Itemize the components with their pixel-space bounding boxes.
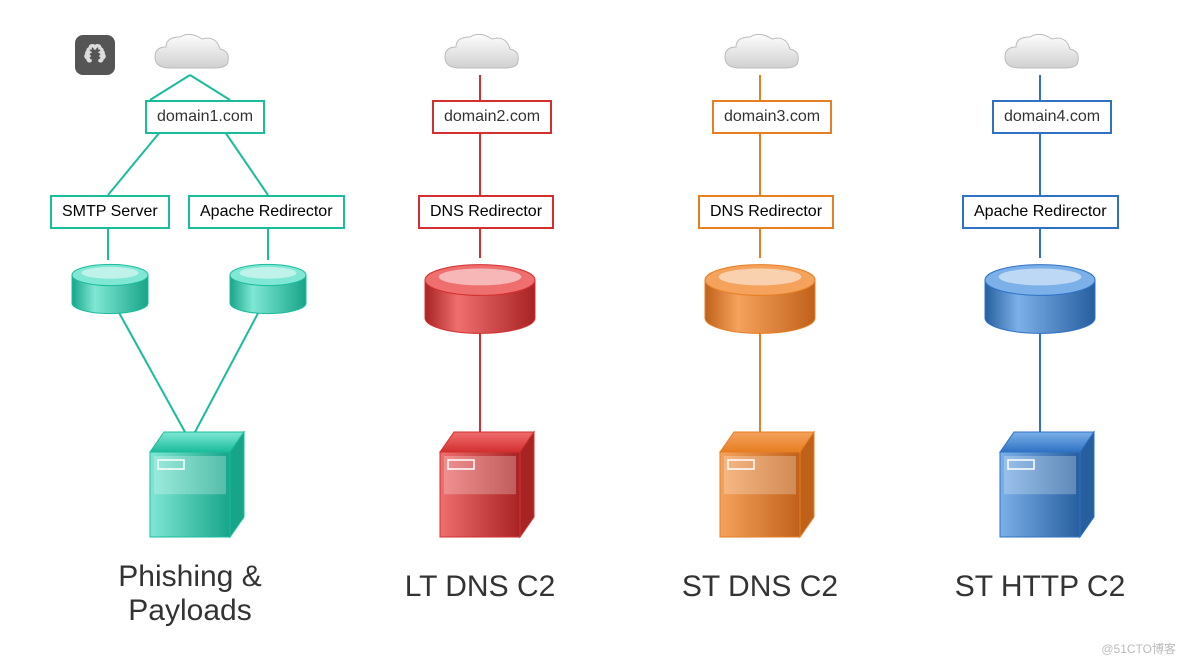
domain-box-lt-dns: domain2.com bbox=[432, 100, 552, 134]
watermark: @51CTO博客 bbox=[1101, 640, 1176, 657]
diagram-stage: { "canvas": { "width": 1184, "height": 6… bbox=[0, 0, 1184, 661]
redirector-box-st-http-0: Apache Redirector bbox=[962, 195, 1119, 229]
domain-box-st-dns: domain3.com bbox=[712, 100, 832, 134]
domain-box-st-http: domain4.com bbox=[992, 100, 1112, 134]
redirector-box-phishing-1: Apache Redirector bbox=[188, 195, 345, 229]
column-title-phishing: Phishing &Payloads bbox=[90, 560, 290, 628]
redirector-box-phishing-0: SMTP Server bbox=[50, 195, 170, 229]
brain-icon bbox=[75, 35, 115, 75]
column-title-st-http: ST HTTP C2 bbox=[940, 570, 1140, 604]
column-title-lt-dns: LT DNS C2 bbox=[390, 570, 570, 604]
redirector-box-st-dns-0: DNS Redirector bbox=[698, 195, 834, 229]
column-title-st-dns: ST DNS C2 bbox=[670, 570, 850, 604]
redirector-box-lt-dns-0: DNS Redirector bbox=[418, 195, 554, 229]
domain-box-phishing: domain1.com bbox=[145, 100, 265, 134]
